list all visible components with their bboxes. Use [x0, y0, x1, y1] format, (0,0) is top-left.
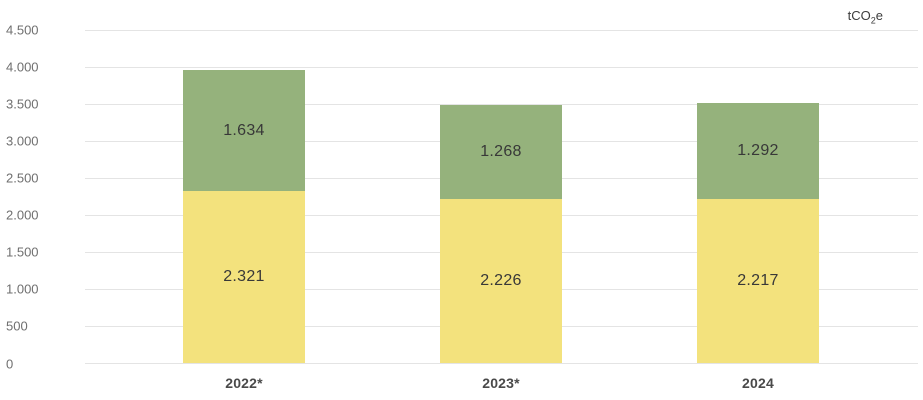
y-axis-tick-label: 2.000 [6, 207, 39, 223]
bar-segment-yellow-2: 2.217 [697, 199, 819, 364]
gridline [85, 29, 918, 31]
y-axis-tick-label: 4.000 [6, 59, 39, 75]
y-axis-tick-label: 3.000 [6, 133, 39, 149]
bar-segment-green-1: 1.268 [440, 104, 562, 199]
y-axis-tick-label: 500 [6, 318, 28, 334]
unit-label: tCO2e [848, 8, 883, 26]
bar-value-label: 2.226 [480, 272, 522, 289]
bar-value-label: 2.217 [737, 272, 779, 290]
bar-value-label: 1.292 [737, 142, 779, 160]
x-axis-label: 2024 [742, 375, 774, 391]
gridline [85, 363, 918, 364]
y-axis-tick-label: 1.000 [6, 281, 39, 297]
bar-value-label: 1.268 [480, 142, 522, 160]
unit-suffix: e [875, 8, 883, 23]
y-axis-tick-label: 0 [6, 356, 14, 371]
bar-segment-green-2: 1.292 [697, 103, 819, 200]
bar-segment-green-0: 1.634 [183, 70, 305, 192]
bar-segment-yellow-1: 2.226 [440, 198, 562, 364]
unit-subscript: 2 [870, 15, 876, 26]
y-axis-tick-label: 1.500 [6, 244, 39, 260]
bar-value-label: 1.634 [223, 121, 265, 139]
bar-value-label: 2.321 [223, 268, 265, 286]
y-axis-tick-label: 2.500 [6, 170, 39, 186]
y-axis-tick-label: 4.500 [6, 22, 39, 38]
x-axis-label: 2022* [225, 375, 263, 391]
unit-prefix: tCO [847, 8, 871, 23]
gridline [85, 66, 918, 68]
gridline [85, 103, 918, 105]
bar-segment-yellow-0: 2.321 [183, 191, 305, 364]
y-axis-tick-label: 3.500 [6, 96, 39, 112]
x-axis-label: 2023* [482, 375, 520, 391]
